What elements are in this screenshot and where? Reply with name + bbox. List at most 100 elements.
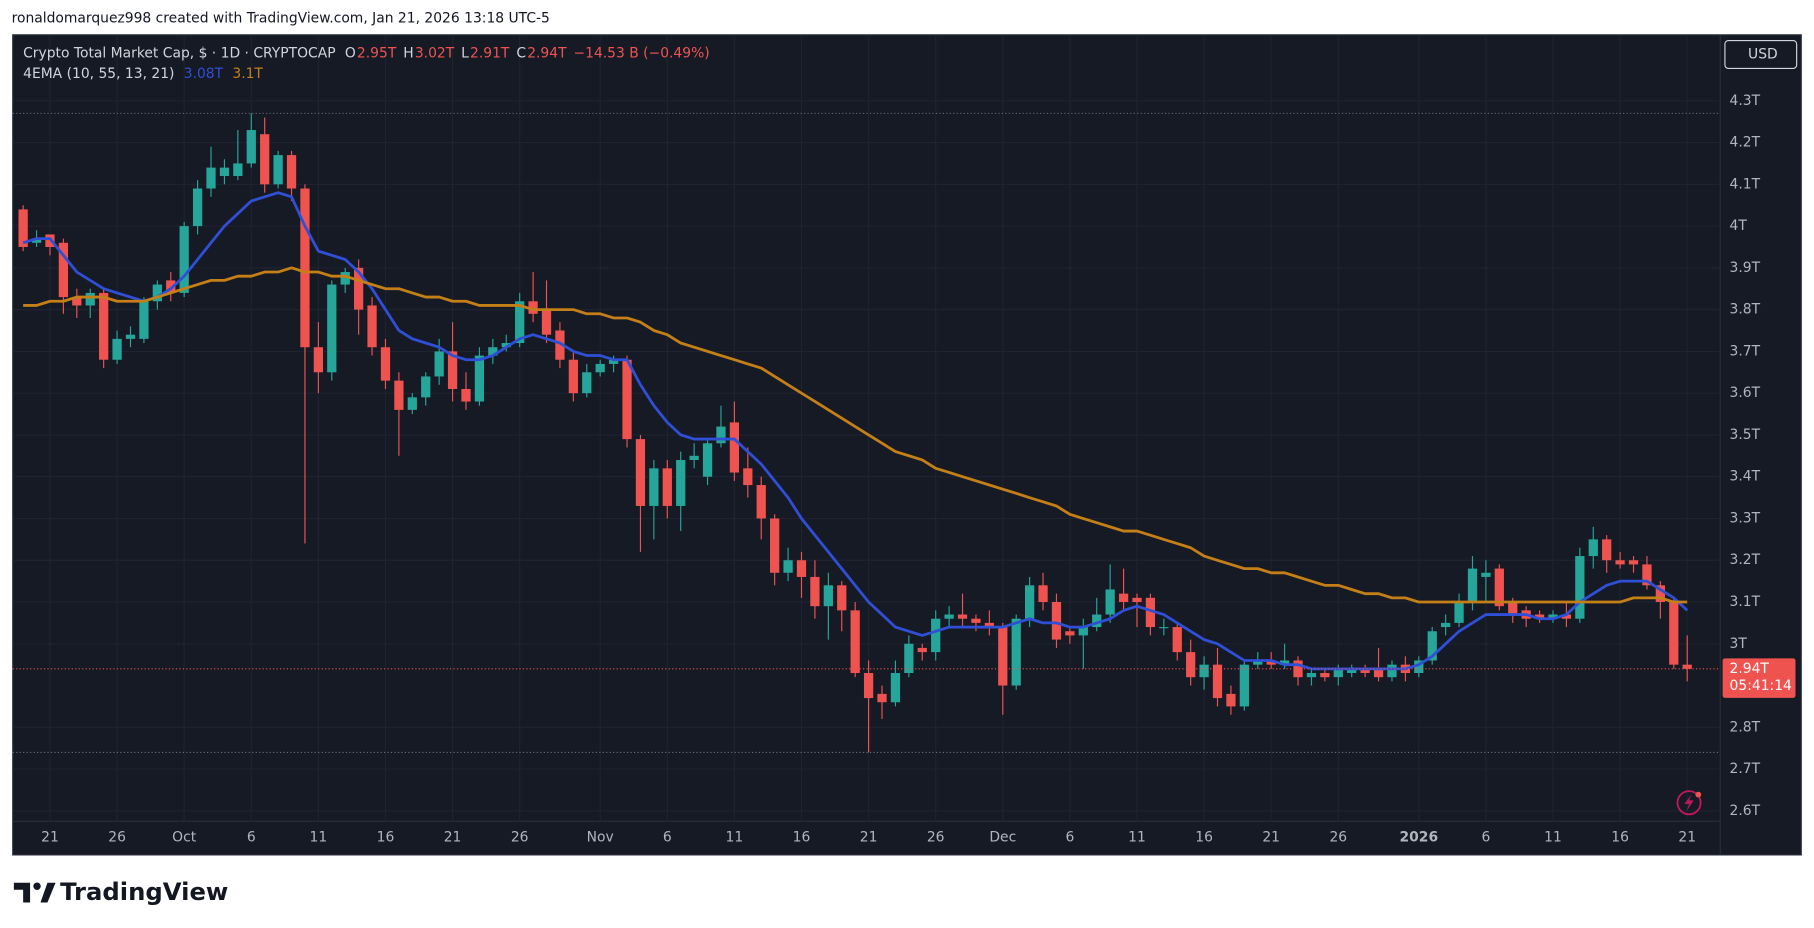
y-tick-label: 3.8T <box>1730 302 1761 318</box>
candle-body <box>72 297 82 306</box>
y-tick-label: 3.5T <box>1730 427 1761 443</box>
candle-body <box>676 459 686 506</box>
brand-logo[interactable]: TradingView <box>13 877 228 906</box>
logo-dot <box>33 882 41 890</box>
alert-dot <box>1695 791 1702 798</box>
x-tick-label: 6 <box>1481 830 1490 846</box>
candle-body <box>984 622 994 628</box>
candle-body <box>783 560 793 573</box>
y-tick-label: 3T <box>1730 636 1748 652</box>
x-tick-label: 11 <box>1544 830 1562 846</box>
y-tick-label: 2.6T <box>1730 803 1761 819</box>
candle-body <box>1441 622 1451 628</box>
candle-body <box>1534 614 1545 619</box>
alert-bolt[interactable] <box>1684 794 1694 811</box>
candle-body <box>488 347 498 356</box>
indicator-value: 3.08T <box>184 66 224 82</box>
candle-body <box>796 560 807 577</box>
x-tick-label: 6 <box>663 830 672 846</box>
candle-body <box>1199 664 1209 678</box>
y-tick-label: 3.1T <box>1730 594 1761 610</box>
candle-body <box>1025 585 1035 619</box>
candle-body <box>286 155 297 189</box>
candle-body <box>582 372 592 394</box>
candle-body <box>662 468 672 506</box>
y-tick-label: 3.9T <box>1730 260 1761 276</box>
y-tick-label: 3.7T <box>1730 343 1761 359</box>
candle-body <box>515 301 525 344</box>
candle-body <box>1347 668 1357 674</box>
x-tick-label: Oct <box>172 830 197 846</box>
candle-body <box>1038 585 1048 603</box>
candle-body <box>998 627 1008 686</box>
candle-body <box>810 576 820 607</box>
x-tick-label: 26 <box>511 830 529 846</box>
y-tick-label: 4.2T <box>1730 135 1761 151</box>
currency[interactable]: USD <box>1748 47 1778 63</box>
x-tick-label: 11 <box>726 830 744 846</box>
candle-body <box>743 468 753 486</box>
plot <box>12 112 1721 753</box>
candle-body <box>649 468 659 506</box>
x-tick-label: 26 <box>1329 830 1347 846</box>
candle-body <box>447 351 458 389</box>
ohlc-key: C <box>516 45 526 61</box>
ema-line <box>22 191 1689 671</box>
x-tick-label: 16 <box>1611 830 1629 846</box>
y-tick-label: 3.4T <box>1730 469 1761 485</box>
countdown: 05:41:14 <box>1730 678 1792 694</box>
indicator-value: 3.1T <box>232 66 263 82</box>
candle-body <box>1642 564 1652 586</box>
candle-body <box>1333 668 1343 678</box>
candle-body <box>1615 560 1625 565</box>
candle-body <box>890 673 901 703</box>
candle-body <box>1306 673 1317 678</box>
candle-body <box>1481 572 1491 577</box>
currency-box[interactable] <box>1724 40 1798 70</box>
candle-body <box>1508 602 1518 615</box>
candle-body <box>1494 568 1504 607</box>
candle-body <box>1575 556 1585 619</box>
candle-body <box>555 330 565 360</box>
logo-slash <box>40 882 56 903</box>
x-tick-label: 26 <box>927 830 945 846</box>
candle-body <box>1360 668 1370 674</box>
candle-body <box>1655 585 1665 603</box>
x-tick-label: Nov <box>587 830 614 846</box>
candle-body <box>1011 618 1021 686</box>
y-tick-label: 4T <box>1730 218 1748 234</box>
legend: Crypto Total Market Cap, $ · 1D · CRYPTO… <box>23 45 710 82</box>
candle-body <box>260 134 270 185</box>
candle-body <box>608 359 619 364</box>
last-price-label: 2.94T <box>1730 661 1770 677</box>
candle-body <box>729 422 740 473</box>
candle-body <box>931 618 941 653</box>
candle-body <box>354 267 364 310</box>
candle-body <box>1320 673 1330 678</box>
candle-body <box>273 155 283 185</box>
alert-icon[interactable] <box>1676 790 1702 816</box>
x-tick-label: 11 <box>310 830 328 846</box>
candle-body <box>716 426 726 444</box>
candle-body <box>1373 668 1384 678</box>
candle-body <box>1226 693 1236 707</box>
candle-body <box>528 301 538 314</box>
candle-body <box>407 397 417 410</box>
x-tick-label: 21 <box>444 830 462 846</box>
x-tick-label: 21 <box>1678 830 1696 846</box>
y-tick-label: 3.3T <box>1730 510 1761 526</box>
candle-body <box>18 209 28 247</box>
candle-body <box>1172 627 1182 653</box>
brand-name[interactable]: TradingView <box>60 877 228 906</box>
candle-body <box>1387 664 1397 678</box>
candle-body <box>635 439 646 506</box>
alert-circle[interactable] <box>1676 790 1702 816</box>
candle-body <box>1682 664 1692 669</box>
candle-body <box>58 242 69 298</box>
candle-body <box>1454 602 1464 623</box>
candle-body <box>85 292 95 306</box>
candle-body <box>233 163 243 176</box>
candle-body <box>837 585 847 611</box>
x-tick-label: 16 <box>793 830 811 846</box>
candle-body <box>702 443 713 477</box>
